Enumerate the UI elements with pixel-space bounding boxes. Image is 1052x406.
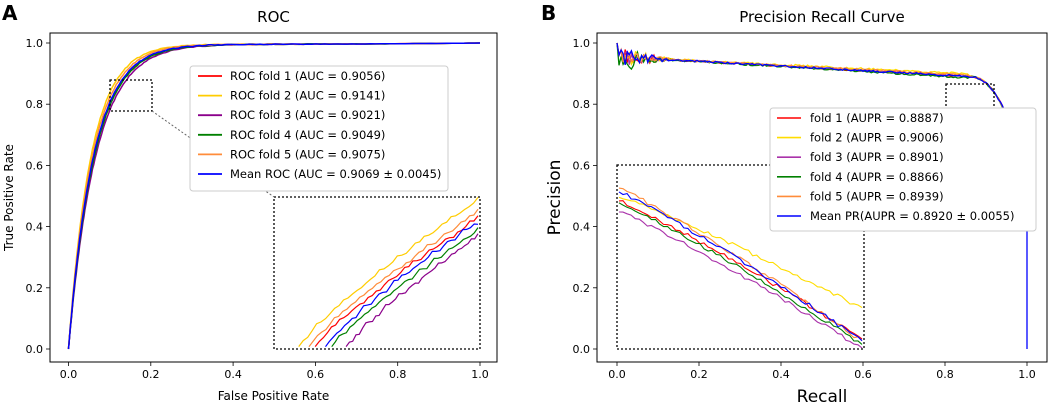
x-tick-label: 1.0	[471, 368, 489, 381]
legend-label: Mean ROC (AUC = 0.9069 ± 0.0045)	[230, 167, 441, 181]
legend-label: fold 2 (AUPR = 0.9006)	[810, 131, 944, 145]
legend-label: ROC fold 2 (AUC = 0.9141)	[230, 89, 385, 103]
y-tick-label: 0.0	[573, 343, 591, 356]
panel-a-title: ROC	[257, 8, 290, 26]
x-tick-label: 0.4	[772, 368, 790, 381]
plot-frame	[49, 32, 498, 363]
inset-curve-4	[331, 227, 479, 348]
y-tick-label: 0.6	[573, 159, 591, 172]
inset-curve-1	[314, 215, 479, 347]
x-tick-label: 0.0	[60, 368, 78, 381]
legend-label: fold 1 (AUPR = 0.8887)	[810, 111, 944, 125]
legend-label: fold 3 (AUPR = 0.8901)	[810, 150, 944, 164]
legend-frame	[189, 65, 449, 192]
x-tick-label: 0.6	[854, 368, 872, 381]
roc-curve-6	[67, 42, 481, 350]
y-axis-label: Precision	[545, 160, 565, 236]
pr-curve-5	[616, 42, 1028, 211]
legend-a: ROC fold 1 (AUC = 0.9056) ROC fold 2 (AUC…	[189, 65, 449, 192]
y-tick-label: 1.0	[26, 37, 44, 50]
y-tick-label: 0.2	[573, 282, 591, 295]
inset-curve-2	[298, 197, 479, 347]
panel-b: B Precision Recall Curve 0.0 0.0 0.2 0.2 0.4 0.…	[541, 1, 1048, 406]
y-tick-label: 1.0	[573, 37, 591, 50]
inset-curve-6	[618, 191, 863, 342]
y-tick-label: 0.6	[26, 159, 44, 172]
x-axis-label: Recall	[797, 387, 848, 406]
x-tick-label: 0.2	[142, 368, 160, 381]
legend-b: fold 1 (AUPR = 0.8887) fold 2 (AUPR = 0.9…	[769, 107, 1037, 232]
zoom-box	[109, 79, 153, 112]
panel-a-letter: A	[2, 1, 18, 25]
y-tick-label: 0.4	[26, 221, 44, 234]
plot-frame	[596, 32, 1048, 363]
y-tick-label: 0.0	[26, 343, 44, 356]
panel-b-title: Precision Recall Curve	[739, 8, 904, 26]
y-tick-label: 0.8	[573, 98, 591, 111]
y-tick-label: 0.4	[573, 221, 591, 234]
x-tick-label: 0.8	[936, 368, 954, 381]
legend-label: ROC fold 5 (AUC = 0.9075)	[230, 147, 385, 161]
y-tick-label: 0.8	[26, 98, 44, 111]
inset-curve-6	[325, 223, 479, 348]
x-tick-label: 0.8	[389, 368, 407, 381]
legend-label: ROC fold 1 (AUC = 0.9056)	[230, 69, 385, 83]
inset-curve-5	[308, 208, 479, 348]
panel-b-letter: B	[541, 1, 556, 25]
legend-label: Mean PR(AUPR = 0.8920 ± 0.0055)	[810, 209, 1014, 223]
y-axis-label: True Positive Rate	[2, 144, 16, 252]
x-tick-label: 0.2	[690, 368, 708, 381]
x-axis-label: False Positive Rate	[218, 389, 330, 403]
inset-curve-3	[345, 233, 479, 347]
legend-frame	[769, 107, 1037, 232]
inset-curve-4	[618, 202, 863, 345]
x-tick-label: 0.4	[224, 368, 242, 381]
x-tick-label: 0.0	[608, 368, 626, 381]
legend-label: fold 5 (AUPR = 0.8939)	[810, 189, 944, 203]
x-tick-label: 0.6	[307, 368, 325, 381]
x-tick-label: 1.0	[1018, 368, 1036, 381]
legend-label: ROC fold 4 (AUC = 0.9049)	[230, 128, 385, 142]
legend-label: ROC fold 3 (AUC = 0.9021)	[230, 108, 385, 122]
panel-a: A ROC 0.0 0.0 0.2 0.2 0.4 0.4 0.6 0.6 0.8 0.8 1.0 1.0…	[2, 1, 498, 403]
y-tick-label: 0.2	[26, 282, 44, 295]
inset-curve-3	[618, 211, 863, 349]
pr-curve-6	[616, 42, 1028, 349]
inset-curve-5	[618, 187, 863, 342]
legend-label: fold 4 (AUPR = 0.8866)	[810, 170, 944, 184]
